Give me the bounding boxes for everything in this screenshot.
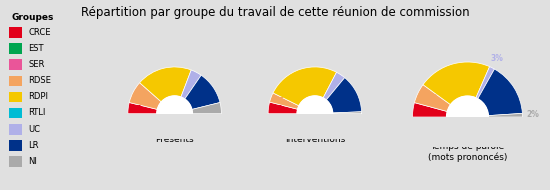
Text: Groupes: Groupes xyxy=(11,13,53,22)
Text: NI: NI xyxy=(29,157,37,166)
FancyBboxPatch shape xyxy=(9,92,22,102)
Wedge shape xyxy=(412,103,447,117)
Text: 11%: 11% xyxy=(420,94,438,103)
Circle shape xyxy=(447,96,488,138)
Text: LR: LR xyxy=(29,141,39,150)
Text: 1: 1 xyxy=(189,77,194,86)
Text: RDSE: RDSE xyxy=(29,76,52,85)
Text: 38: 38 xyxy=(299,75,309,84)
Wedge shape xyxy=(185,75,220,109)
FancyBboxPatch shape xyxy=(9,124,22,135)
Polygon shape xyxy=(385,117,550,150)
Text: 6: 6 xyxy=(277,105,282,114)
Text: UC: UC xyxy=(29,124,41,134)
FancyBboxPatch shape xyxy=(9,59,22,70)
Wedge shape xyxy=(268,102,298,114)
Text: RTLI: RTLI xyxy=(29,108,46,117)
Text: Interventions: Interventions xyxy=(285,135,345,144)
Wedge shape xyxy=(192,103,221,114)
FancyBboxPatch shape xyxy=(9,43,22,54)
Text: 1: 1 xyxy=(208,105,213,114)
Wedge shape xyxy=(323,72,345,100)
FancyBboxPatch shape xyxy=(9,108,22,118)
Wedge shape xyxy=(476,67,494,99)
Wedge shape xyxy=(129,83,161,109)
FancyBboxPatch shape xyxy=(9,156,22,167)
Circle shape xyxy=(297,96,333,131)
Wedge shape xyxy=(333,112,362,114)
Text: 2: 2 xyxy=(140,93,145,101)
Circle shape xyxy=(157,96,192,131)
Wedge shape xyxy=(423,62,490,105)
FancyBboxPatch shape xyxy=(9,27,22,38)
Text: Présents: Présents xyxy=(155,135,194,144)
Text: 5: 5 xyxy=(278,97,284,106)
FancyBboxPatch shape xyxy=(9,140,22,151)
Text: 5: 5 xyxy=(332,79,337,88)
FancyBboxPatch shape xyxy=(9,76,22,86)
Text: SER: SER xyxy=(29,60,45,69)
Wedge shape xyxy=(488,113,522,117)
Polygon shape xyxy=(104,114,245,142)
Wedge shape xyxy=(181,70,201,99)
Polygon shape xyxy=(245,114,385,142)
Wedge shape xyxy=(414,85,450,112)
Text: 5: 5 xyxy=(163,74,168,83)
Text: CRCE: CRCE xyxy=(29,28,51,37)
Text: 20: 20 xyxy=(342,93,353,102)
Wedge shape xyxy=(478,69,522,116)
Text: 41%: 41% xyxy=(447,72,465,81)
Text: RDPI: RDPI xyxy=(29,92,48,101)
Text: Répartition par groupe du travail de cette réunion de commission: Répartition par groupe du travail de cet… xyxy=(81,6,469,19)
Text: 3: 3 xyxy=(202,89,207,98)
Text: EST: EST xyxy=(29,44,44,53)
Wedge shape xyxy=(128,103,157,114)
Text: Temps de parole
(mots prononcés): Temps de parole (mots prononcés) xyxy=(428,142,507,162)
Text: 30%: 30% xyxy=(494,90,513,99)
Text: 1: 1 xyxy=(136,105,141,114)
Text: 8%: 8% xyxy=(419,107,432,116)
Wedge shape xyxy=(270,93,299,109)
Wedge shape xyxy=(326,78,361,113)
Text: 2%: 2% xyxy=(526,110,539,119)
Text: 3%: 3% xyxy=(490,54,503,63)
Wedge shape xyxy=(140,67,191,102)
Wedge shape xyxy=(273,67,337,106)
